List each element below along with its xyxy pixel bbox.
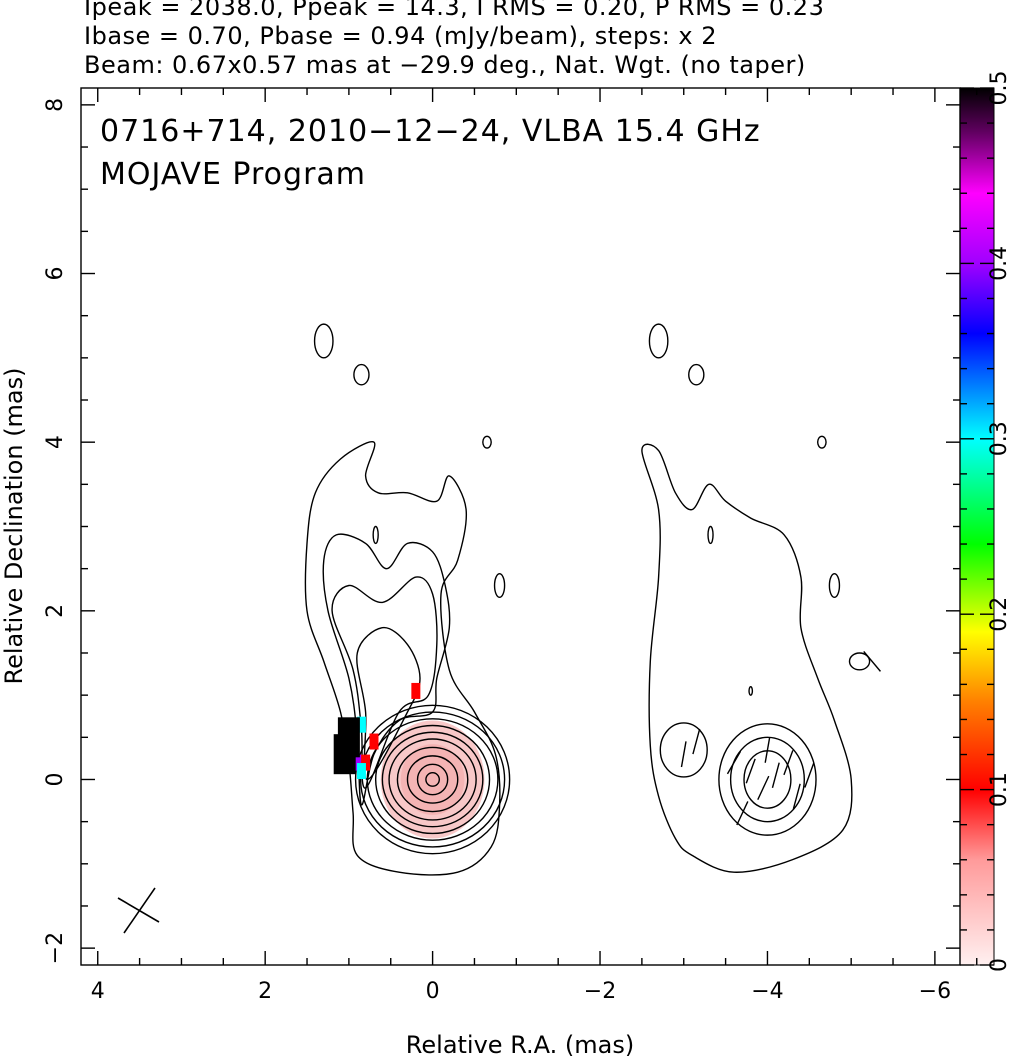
y-tick-label: 4 xyxy=(43,435,68,449)
left-panel-contour xyxy=(416,763,449,796)
y-tick-label: 6 xyxy=(43,267,68,281)
evpa-vector xyxy=(783,750,794,776)
right-panel-contour xyxy=(718,723,817,836)
left-panel-jet-contour xyxy=(331,576,438,789)
left-panel-contour xyxy=(381,731,484,828)
evpa-vector xyxy=(726,751,742,775)
y-tick-label: 0 xyxy=(43,772,68,786)
header-line-1: Ipeak = 2038.0, Ppeak = 14.3, I RMS = 0.… xyxy=(84,0,825,21)
polarization-pixel-3 xyxy=(352,754,362,771)
evpa-vector xyxy=(792,783,801,810)
evpa-vector xyxy=(771,762,780,789)
polarization-pixel-6 xyxy=(333,734,356,775)
x-tick-label: −6 xyxy=(919,979,951,1004)
evpa-vector xyxy=(736,801,749,826)
x-tick-label: 2 xyxy=(258,979,272,1004)
y-axis-title: Relative Declination (mas) xyxy=(0,367,28,684)
colorbar xyxy=(959,87,995,966)
polarization-pixel-4 xyxy=(361,754,371,771)
left-panel-jet-contour xyxy=(322,533,451,806)
polarization-pixel-0 xyxy=(411,682,421,699)
y-tick-label: −2 xyxy=(43,932,68,964)
contour-island xyxy=(659,722,708,778)
evpa-vector xyxy=(764,737,771,763)
evpa-vector xyxy=(804,762,815,788)
colorbar-tick-label: 0.2 xyxy=(987,597,1012,632)
y-tick-label: 2 xyxy=(43,604,68,618)
colorbar-tick-label: 0.4 xyxy=(987,246,1012,281)
contour-island xyxy=(482,435,492,449)
evpa-vector xyxy=(863,651,881,672)
header-line-2: Ibase = 0.70, Pbase = 0.94 (mJy/beam), s… xyxy=(84,22,718,50)
beam-symbol xyxy=(117,887,160,934)
left-panel-jet-contour xyxy=(356,626,421,781)
contour-island xyxy=(707,525,714,545)
evpa-vector xyxy=(745,758,756,784)
colorbar-tick-label: 0.5 xyxy=(987,71,1012,106)
contour-island xyxy=(828,573,841,599)
header-line-3: Beam: 0.67x0.57 mas at −29.9 deg., Nat. … xyxy=(84,51,806,79)
left-panel-contour xyxy=(388,738,477,821)
evpa-vector xyxy=(680,741,687,768)
polarization-pixel-7 xyxy=(356,763,366,780)
evpa-vector xyxy=(757,775,770,800)
contour-island xyxy=(648,323,669,359)
contour-island xyxy=(816,435,827,449)
contour-island xyxy=(748,686,754,696)
evpa-vector xyxy=(692,728,701,755)
right-panel-contour xyxy=(729,736,805,823)
contour-island xyxy=(688,363,705,386)
left-panel-contour xyxy=(374,724,491,835)
plot-title-line-1: 0716+714, 2010−12−24, VLBA 15.4 GHz xyxy=(100,114,761,149)
left-panel-contour xyxy=(425,772,440,787)
x-axis-title: Relative R.A. (mas) xyxy=(406,1031,634,1059)
colorbar-tick-label: 0 xyxy=(987,958,1012,972)
contour-island xyxy=(313,323,334,359)
right-panel-outer-contour xyxy=(641,443,853,873)
polarization-pixel-2 xyxy=(356,716,366,733)
left-panel-outer-contour xyxy=(304,441,501,876)
contour-island xyxy=(848,652,871,671)
plot-title-line-2: MOJAVE Program xyxy=(100,157,366,192)
contour-island xyxy=(353,363,370,386)
x-tick-label: 4 xyxy=(91,979,105,1004)
polarization-pixel-1 xyxy=(369,733,379,750)
x-tick-label: 0 xyxy=(426,979,440,1004)
colorbar-tick-label: 0.3 xyxy=(987,421,1012,456)
contour-island xyxy=(372,525,379,545)
y-tick-label: 8 xyxy=(43,98,68,112)
left-panel-contour xyxy=(406,755,459,804)
x-tick-label: −2 xyxy=(584,979,616,1004)
colorbar-tick-label: 0.1 xyxy=(987,772,1012,807)
plot-frame xyxy=(80,87,961,966)
contour-island xyxy=(493,573,506,599)
x-tick-label: −4 xyxy=(751,979,783,1004)
left-panel-contour xyxy=(396,746,469,813)
left-panel-contour xyxy=(354,704,511,855)
